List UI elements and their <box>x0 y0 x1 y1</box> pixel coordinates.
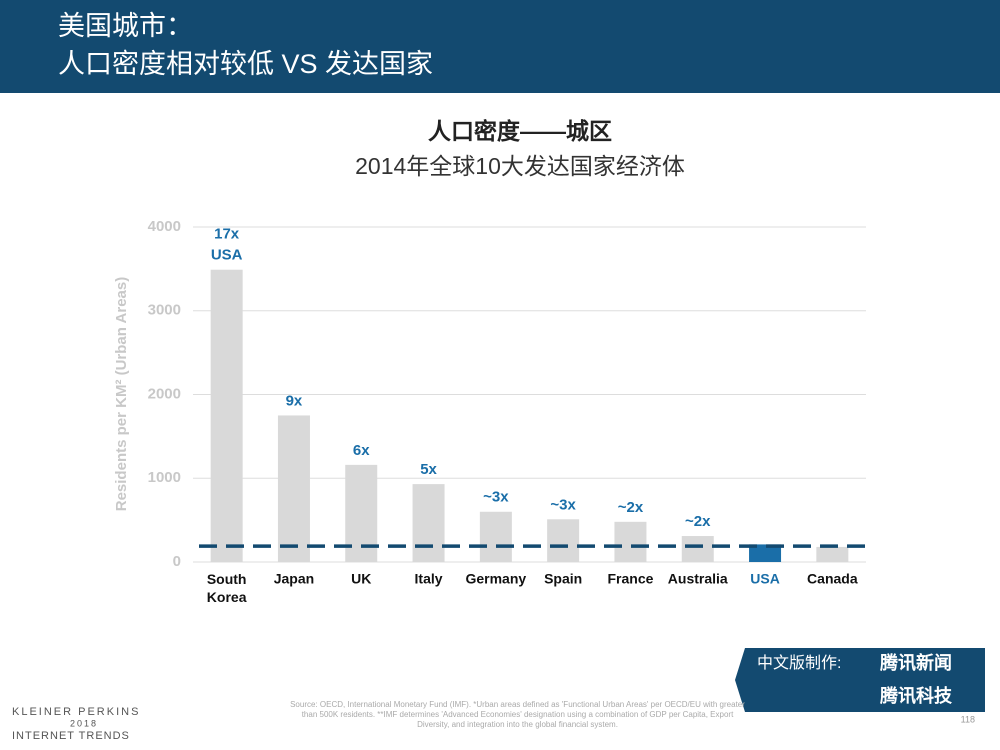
bar <box>681 536 714 562</box>
x-tick-label: Canada <box>807 571 858 587</box>
bar <box>547 519 580 562</box>
bar-label: ~3x <box>550 496 576 513</box>
header-title: 人口密度相对较低 VS 发达国家 <box>58 49 433 79</box>
chart-subtitle: 2014年全球10大发达国家经济体 <box>355 153 685 179</box>
x-tick-label: UK <box>351 571 371 587</box>
x-tick-label: Japan <box>274 571 314 587</box>
bar <box>210 269 243 562</box>
bar-label: USA <box>211 247 243 264</box>
x-tick-label: Germany <box>465 571 526 587</box>
y-tick-label: 4000 <box>148 218 181 235</box>
chart-title: 人口密度——城区 <box>428 118 612 144</box>
credit: 腾讯科技 <box>880 685 953 706</box>
brand: KLEINER PERKINS <box>12 706 140 718</box>
source-note: Source: OECD, International Monetary Fun… <box>290 700 745 729</box>
credit: 中文版制作: <box>757 654 841 672</box>
bar <box>614 521 647 562</box>
x-tick-label: South Korea <box>207 571 247 605</box>
x-tick-label: Australia <box>668 571 728 587</box>
y-tick-label: 0 <box>173 553 181 570</box>
bar-label: 6x <box>353 442 370 459</box>
brand: INTERNET TRENDS <box>12 730 130 742</box>
x-tick-label: Spain <box>544 571 582 587</box>
y-axis-label: Residents per KM² (Urban Areas) <box>113 277 130 512</box>
bar-label: 5x <box>420 461 437 478</box>
bar <box>412 484 445 562</box>
bar-label: ~3x <box>483 489 509 506</box>
bar <box>277 415 310 562</box>
bar <box>816 546 849 562</box>
x-tick-label: Italy <box>415 571 443 587</box>
header-title: 美国城市： <box>58 11 193 41</box>
credit: 腾讯新闻 <box>880 652 952 673</box>
credit-banner <box>735 648 985 712</box>
y-tick-label: 1000 <box>148 469 181 486</box>
bar-label: 9x <box>286 392 303 409</box>
x-tick-label: USA <box>750 571 780 587</box>
x-tick-label: France <box>607 571 653 587</box>
bar <box>479 511 512 562</box>
bar-label: ~2x <box>618 499 644 516</box>
bar-label: ~2x <box>685 513 711 530</box>
page-number: 118 <box>961 714 975 724</box>
bar-label: 17x <box>214 226 240 243</box>
y-tick-label: 3000 <box>148 302 181 319</box>
header-bar <box>0 0 1000 93</box>
brand: 2018 <box>70 718 98 728</box>
bar <box>749 544 782 562</box>
y-tick-label: 2000 <box>148 385 181 402</box>
